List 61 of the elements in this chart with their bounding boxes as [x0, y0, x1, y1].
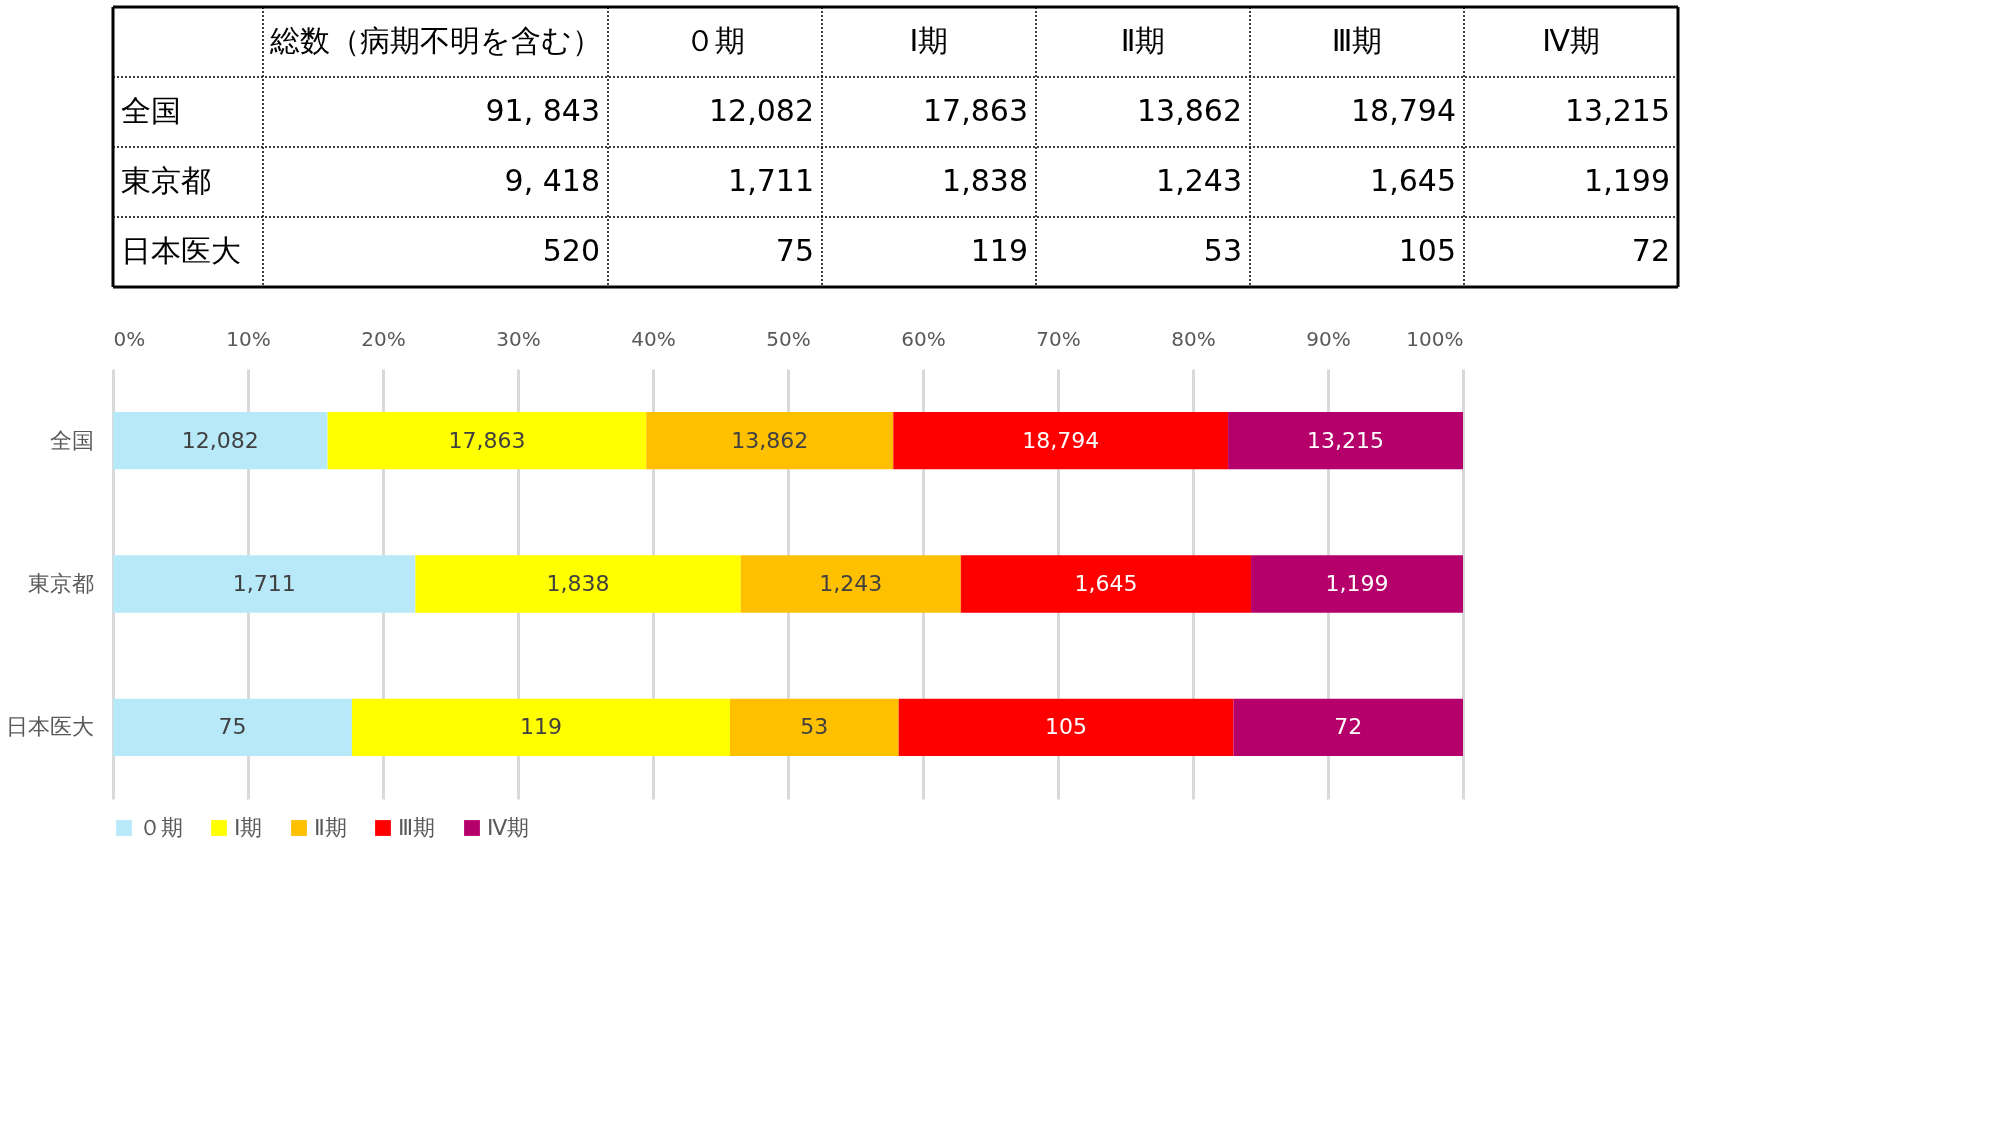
- text: Ⅱ期: [1120, 23, 1166, 58]
- text: 18,794: [1351, 93, 1456, 128]
- text: 91, 843: [485, 93, 600, 128]
- x-tick-label: 30%: [496, 326, 541, 351]
- y-tick-label: 東京都: [27, 571, 94, 596]
- text: 75: [775, 233, 814, 268]
- annotation: 13,862: [731, 427, 809, 453]
- text: 1,838: [942, 163, 1028, 198]
- text: 13,862: [1137, 93, 1242, 128]
- text: 17,863: [923, 93, 1028, 128]
- text: 53: [1203, 233, 1242, 268]
- legend-label: Ⅲ期: [398, 815, 436, 840]
- category-label: 日本医大: [121, 233, 241, 268]
- text: 72: [1631, 233, 1670, 268]
- legend-label: Ⅱ期: [314, 815, 347, 840]
- text: 520: [542, 233, 600, 268]
- text: 13,215: [1565, 93, 1670, 128]
- text: 119: [970, 233, 1028, 268]
- text: Ⅳ期: [1542, 23, 1600, 58]
- x-tick-label: 70%: [1036, 326, 1081, 351]
- x-tick-label: 0%: [113, 326, 146, 351]
- text: Ⅰ期: [909, 23, 949, 58]
- annotation: 119: [519, 714, 562, 740]
- annotation: 17,863: [448, 427, 526, 453]
- x-tick-label: 20%: [361, 326, 406, 351]
- annotation: 1,243: [819, 571, 883, 596]
- x-tick-label: 50%: [766, 326, 811, 351]
- annotation: 75: [218, 714, 247, 740]
- text: 総数（病期不明を含む）: [268, 23, 602, 58]
- text: 105: [1398, 233, 1456, 268]
- text: 1,711: [728, 163, 814, 198]
- annotation: 105: [1045, 714, 1088, 740]
- category-label: 東京都: [121, 163, 211, 198]
- text: 1,243: [1156, 163, 1242, 198]
- text: 12,082: [709, 93, 814, 128]
- y-tick-label: 日本医大: [5, 714, 94, 740]
- annotation: 13,215: [1307, 427, 1385, 453]
- x-tick-label: 40%: [631, 326, 676, 351]
- y-tick-label: 全国: [49, 427, 94, 453]
- annotation: 12,082: [181, 427, 259, 453]
- annotation: 1,199: [1325, 571, 1389, 596]
- annotation: 72: [1334, 714, 1363, 740]
- text: 1,645: [1370, 163, 1456, 198]
- annotation: 1,711: [232, 571, 296, 596]
- annotation: 53: [800, 714, 829, 740]
- annotation: 1,645: [1074, 571, 1138, 596]
- text: 1,199: [1584, 163, 1670, 198]
- text: ０期: [685, 23, 745, 58]
- x-tick-label: 90%: [1306, 326, 1351, 351]
- x-tick-label: 60%: [901, 326, 946, 351]
- annotation: 1,838: [546, 571, 610, 596]
- legend-label: ０期: [139, 815, 183, 840]
- text: 9, 418: [504, 163, 600, 198]
- legend-label: Ⅳ期: [487, 815, 530, 840]
- x-tick-label: 100%: [1406, 326, 1464, 351]
- x-tick-label: 80%: [1171, 326, 1216, 351]
- legend-label: Ⅰ期: [234, 815, 263, 840]
- annotation: 18,794: [1022, 427, 1100, 453]
- x-tick-label: 10%: [226, 326, 271, 351]
- category-label: 全国: [121, 93, 181, 128]
- text: Ⅲ期: [1331, 23, 1383, 58]
